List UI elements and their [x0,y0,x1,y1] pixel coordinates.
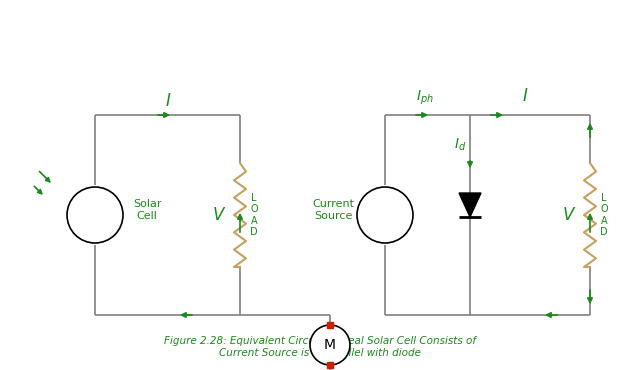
Text: Solar
Cell: Solar Cell [133,199,161,221]
Text: L
O
A
D: L O A D [600,193,608,238]
Text: V: V [563,206,573,224]
Text: I: I [523,87,527,105]
Text: Figure 2.28: Equivalent Circuit of Ideal Solar Cell Consists of
Current Source i: Figure 2.28: Equivalent Circuit of Ideal… [164,336,476,358]
Text: M: M [324,338,336,352]
Text: Current
Source: Current Source [312,199,354,221]
Text: V: V [212,206,224,224]
Circle shape [67,187,123,243]
Text: $I_d$: $I_d$ [454,137,466,153]
Polygon shape [459,193,481,217]
Circle shape [310,325,350,365]
Text: $I_{ph}$: $I_{ph}$ [416,89,434,107]
Text: I: I [165,92,170,110]
Text: L
O
A
D: L O A D [250,193,258,238]
Circle shape [357,187,413,243]
Bar [327,322,333,328]
Bar [327,362,333,368]
